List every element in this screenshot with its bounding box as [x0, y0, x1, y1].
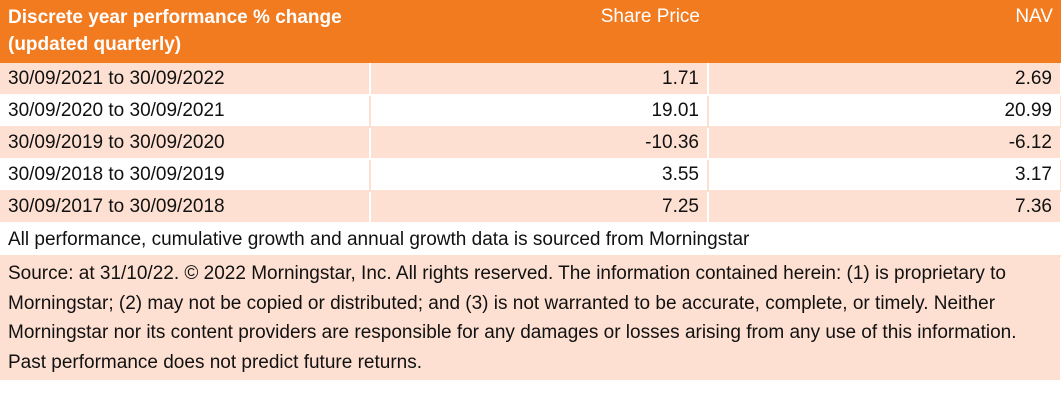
cell-nav: 20.99: [708, 95, 1061, 128]
header-period: Discrete year performance % change (upda…: [0, 0, 370, 63]
cell-nav: 7.36: [708, 191, 1061, 224]
cell-nav: -6.12: [708, 127, 1061, 160]
header-nav: NAV: [708, 0, 1061, 63]
table-row: 30/09/2017 to 30/09/2018 7.25 7.36: [0, 191, 1061, 224]
table-row: 30/09/2020 to 30/09/2021 19.01 20.99: [0, 95, 1061, 128]
data-source-note: All performance, cumulative growth and a…: [0, 223, 1061, 257]
cell-share-price: -10.36: [370, 127, 709, 160]
cell-share-price: 1.71: [370, 63, 709, 96]
cell-period: 30/09/2021 to 30/09/2022: [0, 63, 371, 96]
table-row: 30/09/2018 to 30/09/2019 3.55 3.17: [0, 159, 1061, 192]
table-header-row: Discrete year performance % change (upda…: [0, 0, 1061, 63]
cell-period: 30/09/2019 to 30/09/2020: [0, 127, 371, 160]
disclaimer-row: Source: at 31/10/22. © 2022 Morningstar,…: [0, 256, 1061, 382]
cell-nav: 2.69: [708, 63, 1061, 96]
disclaimer-text: Source: at 31/10/22. © 2022 Morningstar,…: [0, 256, 1061, 382]
table-row: 30/09/2021 to 30/09/2022 1.71 2.69: [0, 63, 1061, 96]
cell-nav: 3.17: [708, 159, 1061, 192]
header-share-price: Share Price: [370, 0, 708, 63]
cell-period: 30/09/2017 to 30/09/2018: [0, 191, 371, 224]
cell-share-price: 7.25: [370, 191, 709, 224]
data-source-note-row: All performance, cumulative growth and a…: [0, 223, 1061, 257]
cell-share-price: 19.01: [370, 95, 709, 128]
table-row: 30/09/2019 to 30/09/2020 -10.36 -6.12: [0, 127, 1061, 160]
cell-period: 30/09/2020 to 30/09/2021: [0, 95, 371, 128]
cell-period: 30/09/2018 to 30/09/2019: [0, 159, 371, 192]
cell-share-price: 3.55: [370, 159, 709, 192]
performance-table: Discrete year performance % change (upda…: [0, 0, 1061, 382]
